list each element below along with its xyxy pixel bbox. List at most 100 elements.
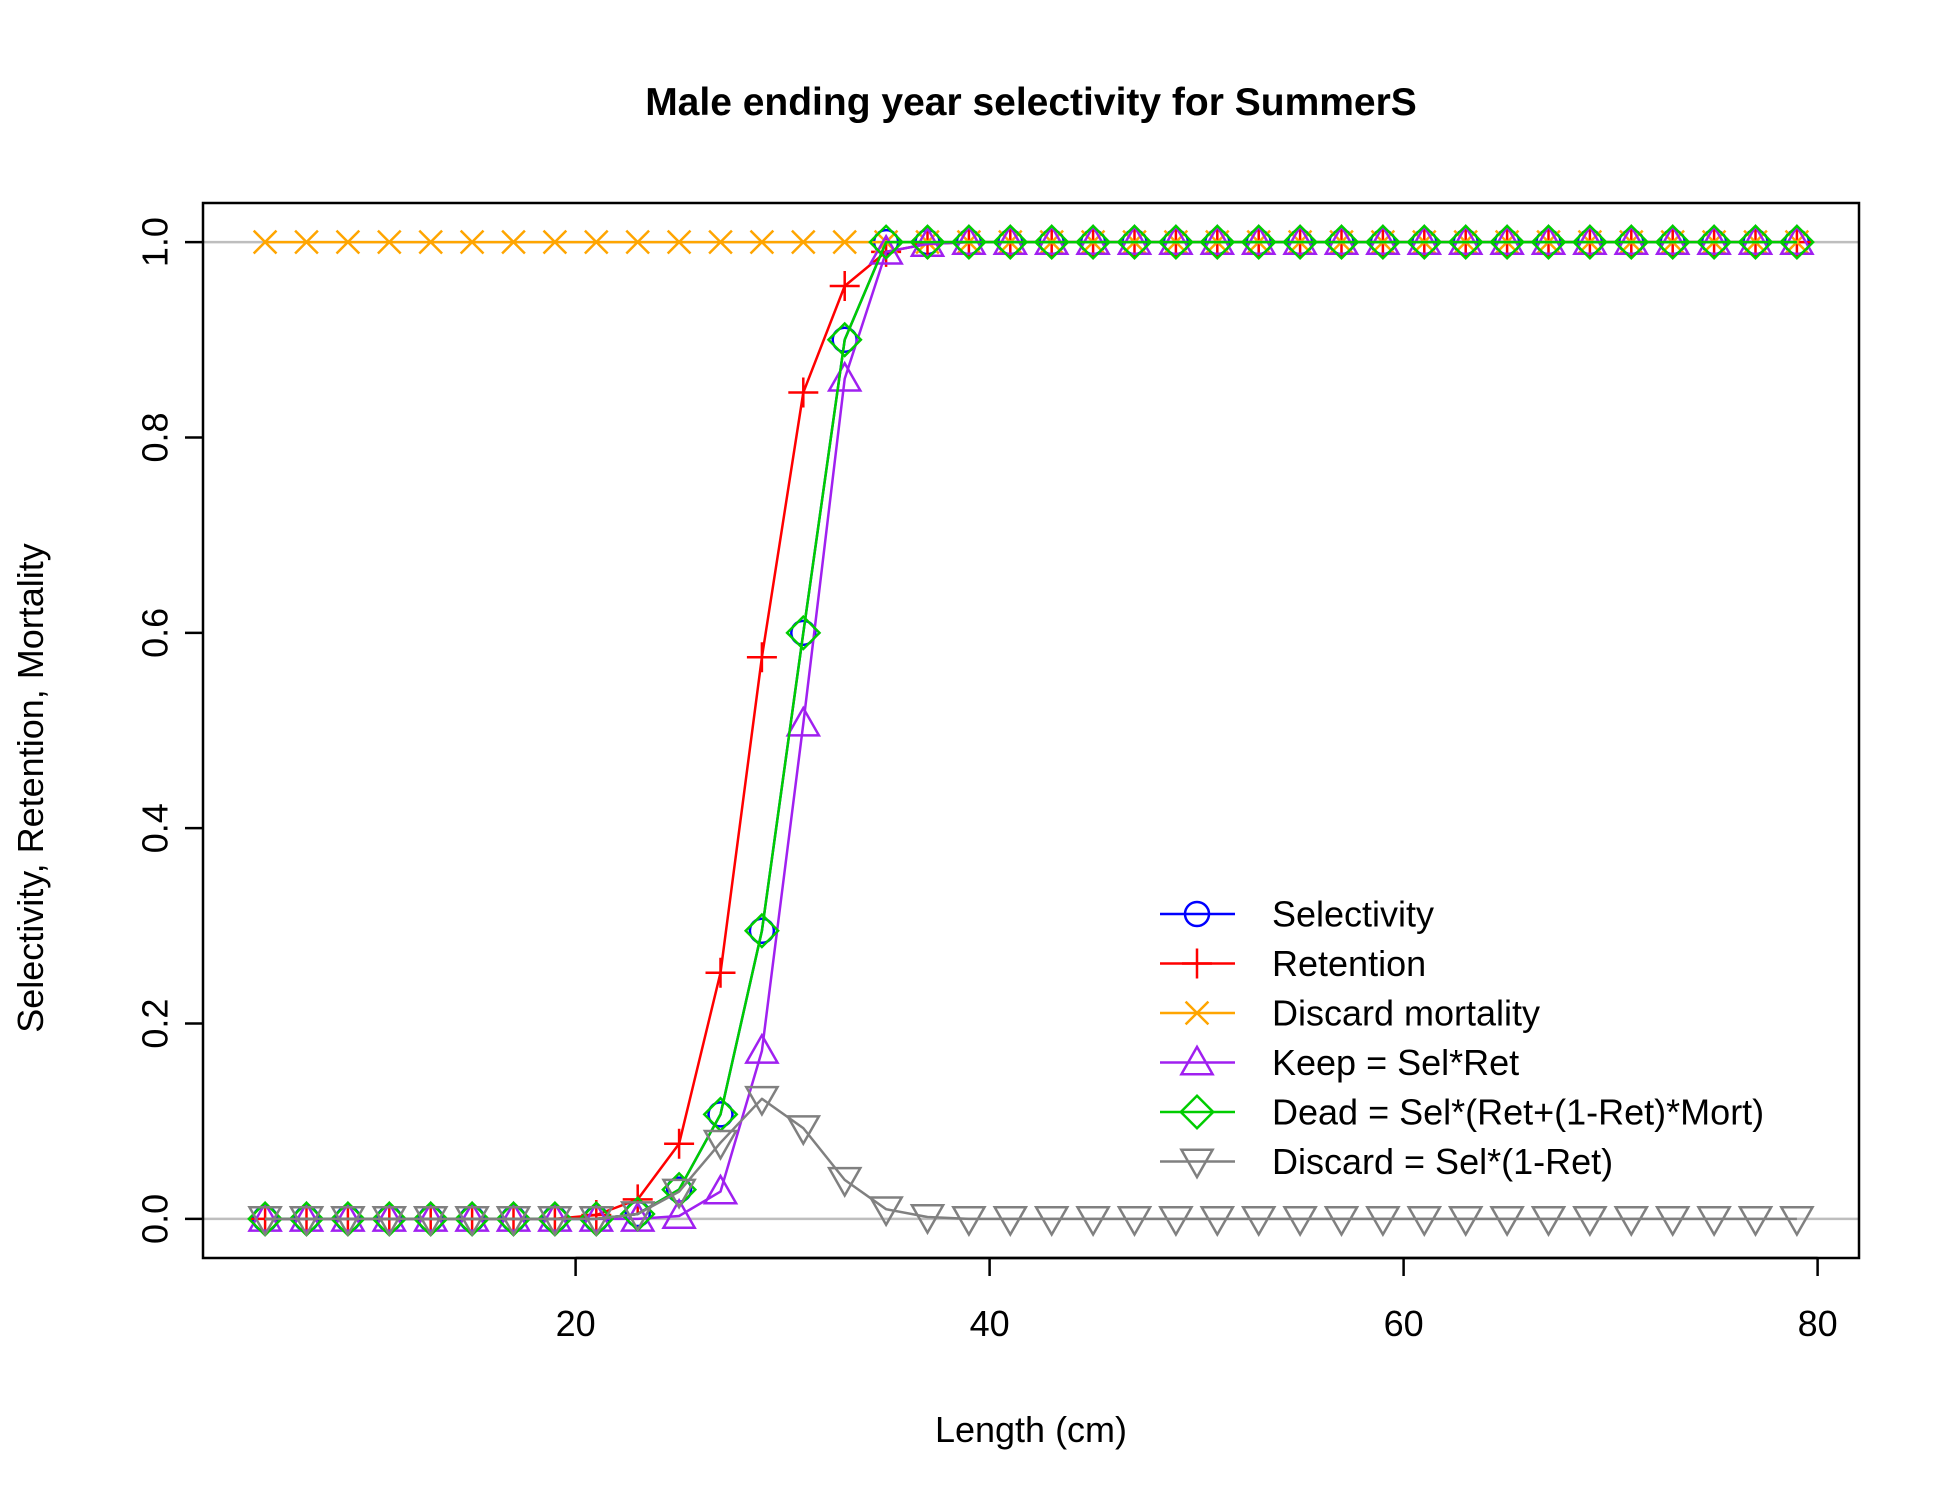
data-point [785, 705, 822, 737]
data-point [743, 912, 780, 949]
data-point [1737, 1205, 1774, 1238]
data-point [1323, 223, 1360, 256]
legend-marker [1183, 900, 1211, 928]
series-keep-sel-ret [247, 223, 1815, 1232]
data-point [826, 321, 863, 358]
data-point [829, 271, 860, 302]
data-point [294, 229, 319, 255]
legend-marker [1179, 1094, 1215, 1130]
series-dead-sel-ret-1-ret-mort [247, 224, 1815, 1237]
x-tick-label: 20 [556, 1303, 596, 1344]
y-axis-label: Selectivity, Retention, Mortality [10, 543, 51, 1033]
series-line [265, 240, 1797, 1221]
data-point [1075, 223, 1111, 256]
data-point [661, 1178, 697, 1210]
data-point [992, 223, 1029, 256]
data-point [1696, 223, 1732, 256]
data-point [619, 1201, 656, 1233]
data-point [1282, 224, 1319, 261]
legend-marker [1182, 948, 1212, 979]
data-point [1406, 223, 1443, 256]
data-point [1282, 1205, 1318, 1238]
data-point [705, 957, 736, 988]
x-axis: 20 40 60 80 [556, 1256, 1838, 1344]
legend-item: Retention [1160, 943, 1426, 984]
data-point [377, 229, 402, 255]
data-point [1240, 223, 1277, 256]
data-point [1033, 223, 1070, 256]
legend-marker [1184, 1000, 1210, 1026]
data-point [1613, 224, 1650, 261]
data-point [951, 1205, 987, 1238]
data-point [1572, 223, 1608, 256]
x-tick-label: 40 [970, 1303, 1010, 1344]
data-point [1323, 224, 1360, 261]
legend-label: Selectivity [1272, 894, 1434, 935]
legend-label: Discard mortality [1272, 993, 1540, 1034]
y-tick-label: 1.0 [135, 217, 176, 267]
data-point [1654, 223, 1691, 256]
data-point [1199, 224, 1236, 261]
data-point [748, 917, 776, 945]
data-point [454, 1205, 490, 1238]
legend-item: Keep = Sel*Ret [1160, 1042, 1519, 1083]
data-point [1323, 1205, 1360, 1238]
data-point [661, 1197, 697, 1229]
data-point [335, 229, 361, 255]
data-point [1572, 1205, 1608, 1238]
legend-item: Discard mortality [1160, 993, 1540, 1034]
y-tick-label: 0.4 [135, 803, 176, 853]
data-point [1157, 224, 1194, 261]
series-selectivity [251, 228, 1811, 1233]
data-point [1406, 1205, 1443, 1238]
data-point [1489, 224, 1526, 261]
data-point [832, 229, 857, 255]
data-point [495, 1200, 532, 1232]
x-tick-label: 80 [1798, 1303, 1838, 1344]
data-point [454, 1200, 490, 1232]
data-point [744, 1032, 780, 1064]
data-point [1489, 1205, 1525, 1238]
data-point [746, 642, 777, 673]
legend-label: Keep = Sel*Ret [1272, 1042, 1519, 1083]
chart-title: Male ending year selectivity for SummerS [645, 81, 1417, 124]
data-point [418, 229, 443, 255]
legend-marker [1179, 1044, 1215, 1076]
data-point [625, 229, 650, 255]
data-point [1158, 223, 1194, 256]
data-point [412, 1200, 449, 1232]
data-point [909, 224, 946, 261]
data-point [371, 1200, 408, 1232]
data-point [1613, 1205, 1650, 1238]
data-point [1199, 1205, 1236, 1238]
data-point [1075, 224, 1112, 261]
data-point [702, 1129, 739, 1161]
data-point [542, 229, 568, 255]
data-point [252, 229, 278, 255]
data-point [992, 1205, 1029, 1238]
series-line [265, 240, 1797, 1221]
data-point [1654, 1205, 1691, 1238]
data-point [791, 229, 816, 255]
data-point [1116, 224, 1153, 261]
legend: Selectivity Retention Discard mortality Kee… [1160, 894, 1764, 1182]
data-point [537, 1200, 573, 1232]
data-point [785, 1115, 822, 1147]
data-point [1158, 1205, 1194, 1238]
data-point [1778, 224, 1815, 261]
data-point [1530, 223, 1567, 256]
data-point [951, 223, 987, 256]
data-point [664, 1128, 695, 1159]
series-retention [250, 227, 1812, 1234]
legend-marker [1179, 1148, 1215, 1180]
data-point [1654, 224, 1691, 261]
data-point [501, 229, 526, 255]
data-point [1737, 224, 1774, 261]
y-axis: 0.0 0.2 0.4 0.6 0.8 1.0 [135, 217, 203, 1244]
data-point [788, 377, 819, 408]
reference-lines [203, 240, 1859, 1221]
data-point [247, 1200, 283, 1232]
data-point [1779, 223, 1815, 256]
x-tick-label: 60 [1384, 1303, 1424, 1344]
